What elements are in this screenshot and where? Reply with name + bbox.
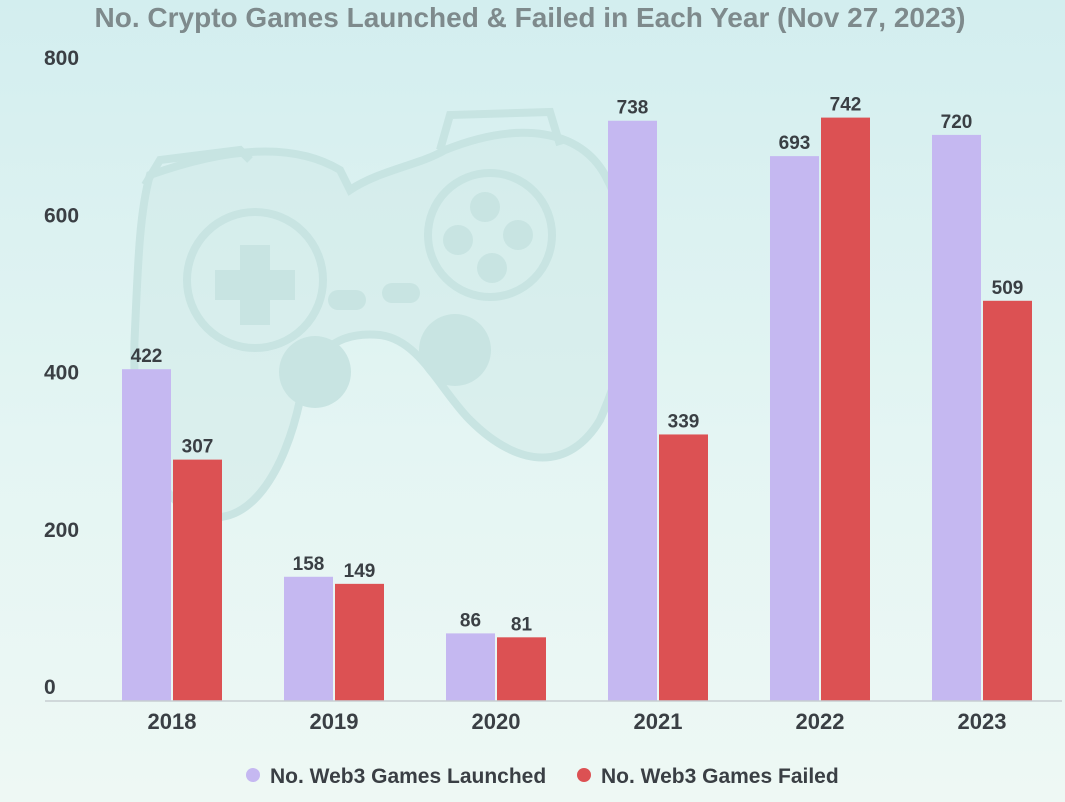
y-tick-label: 200 xyxy=(44,519,79,542)
y-axis: 0 200 400 600 800 xyxy=(44,47,79,699)
bar-failed-2018 xyxy=(173,459,222,701)
data-label: 720 xyxy=(941,112,973,133)
x-axis: 2018 2019 2020 2021 2022 2023 xyxy=(148,709,1007,734)
x-tick-label: 2023 xyxy=(958,709,1007,734)
chart-title: No. Crypto Games Launched & Failed in Ea… xyxy=(95,2,966,33)
bar-launched-2022 xyxy=(770,156,819,701)
y-tick-label: 800 xyxy=(44,47,79,70)
x-tick-label: 2022 xyxy=(796,709,845,734)
bar-launched-2018 xyxy=(122,369,171,701)
legend-label-launched: No. Web3 Games Launched xyxy=(270,765,546,788)
data-label: 339 xyxy=(668,411,700,432)
x-tick-label: 2019 xyxy=(310,709,359,734)
bar-launched-2021 xyxy=(608,120,657,701)
bars xyxy=(122,117,1032,702)
data-label: 158 xyxy=(293,554,325,575)
bar-launched-2019 xyxy=(284,576,333,701)
y-tick-label: 400 xyxy=(44,362,79,385)
data-label: 509 xyxy=(992,278,1024,299)
y-tick-label: 600 xyxy=(44,204,79,227)
x-tick-label: 2018 xyxy=(148,709,197,734)
data-label: 86 xyxy=(460,610,481,631)
data-label: 693 xyxy=(779,133,811,154)
data-label: 81 xyxy=(511,614,533,635)
data-label: 307 xyxy=(182,437,214,458)
y-tick-label: 0 xyxy=(44,676,56,699)
legend-label-failed: No. Web3 Games Failed xyxy=(601,765,839,788)
bar-launched-2023 xyxy=(932,134,981,701)
bar-failed-2023 xyxy=(983,300,1032,701)
bar-failed-2022 xyxy=(821,117,870,702)
bar-failed-2020 xyxy=(497,637,546,701)
data-label: 422 xyxy=(131,346,163,367)
x-tick-label: 2020 xyxy=(472,709,521,734)
legend-swatch-failed xyxy=(577,768,591,782)
bar-failed-2019 xyxy=(335,583,384,701)
legend: No. Web3 Games Launched No. Web3 Games F… xyxy=(246,765,839,788)
data-label: 742 xyxy=(830,95,862,116)
bar-failed-2021 xyxy=(659,434,708,701)
bar-launched-2020 xyxy=(446,633,495,701)
x-tick-label: 2021 xyxy=(634,709,683,734)
data-label: 738 xyxy=(617,98,649,119)
data-labels: 422 307 158 149 86 81 738 339 693 742 720 509 xyxy=(131,95,1024,636)
data-label: 149 xyxy=(344,561,376,582)
game-controller-icon xyxy=(130,107,635,522)
legend-swatch-launched xyxy=(246,768,260,782)
